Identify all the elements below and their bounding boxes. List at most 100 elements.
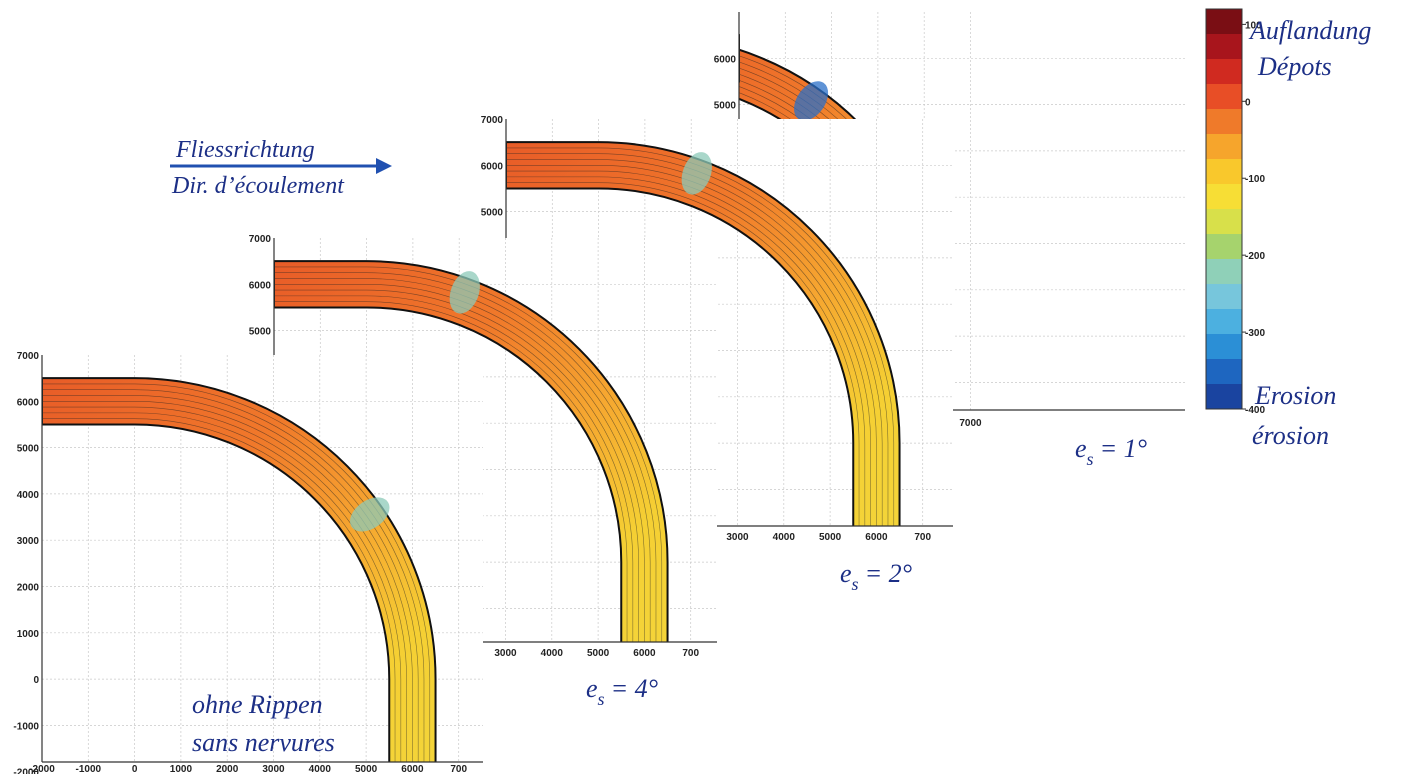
y-tick-label: 5000 (714, 101, 737, 112)
colorbar-segment (1206, 234, 1242, 260)
x-tick-label: 5000 (587, 648, 610, 659)
contour-line (506, 182, 860, 526)
x-tick-label: 0 (132, 764, 138, 774)
erosion-zone (449, 271, 480, 314)
contour-line (506, 153, 889, 526)
y-tick-label: 6000 (481, 161, 504, 172)
y-tick-label: 6000 (714, 54, 737, 65)
colorbar-bottom-label-fr: érosion (1252, 421, 1329, 450)
colorbar-segment (1206, 209, 1242, 235)
y-tick-label: 6000 (17, 397, 40, 408)
erosion-zone (793, 81, 829, 121)
x-tick-label: 2000 (216, 764, 239, 774)
contour-line (274, 289, 639, 642)
colorbar-segment (1206, 159, 1242, 185)
contour-line (506, 147, 895, 526)
x-tick-label: 700 (914, 532, 931, 543)
x-tick-label: 6000 (865, 532, 888, 543)
channel-field (506, 141, 901, 526)
panel-label-line: sans nervures (192, 728, 335, 757)
colorbar-tick-label: -100 (1245, 174, 1265, 185)
x-tick-label: 1000 (170, 764, 193, 774)
flow-label-fr: Dir. d’écoulement (171, 173, 345, 199)
x-tick-label: 7000 (959, 418, 982, 429)
colorbar-tick-label: -400 (1245, 405, 1265, 416)
y-tick-label: 0 (33, 675, 39, 686)
colorbar-tick-label: -300 (1245, 328, 1265, 339)
channel-field (42, 377, 437, 762)
x-tick-label: 6000 (401, 764, 424, 774)
contour-line (42, 383, 431, 762)
contour-line (42, 406, 407, 762)
colorbar-top-label-fr: Dépots (1257, 52, 1332, 81)
colorbar-segment (1206, 259, 1242, 285)
channel-field (274, 260, 669, 642)
x-tick-label: 3000 (262, 764, 285, 774)
colorbar-frame (1205, 8, 1243, 410)
colorbar-segment (1206, 309, 1242, 335)
flow-direction-label: Fliessrichtung Dir. d’écoulement (170, 137, 392, 199)
panel-label: es = 1° (1075, 434, 1147, 469)
y-tick-label: 3000 (17, 536, 40, 547)
erosion-zone (681, 152, 712, 195)
x-tick-label: 6000 (633, 648, 656, 659)
y-tick-label: -2000 (13, 768, 39, 774)
x-tick-label: 3000 (494, 648, 517, 659)
x-tick-label: 5000 (819, 532, 842, 543)
contour-line (42, 395, 419, 762)
y-tick-label: 7000 (481, 115, 504, 126)
contour-line (42, 401, 413, 762)
y-tick-label: 5000 (17, 444, 40, 455)
contour-line (274, 266, 663, 642)
colorbar-segment (1206, 34, 1242, 60)
contour-line (274, 284, 645, 642)
contour-line (274, 278, 651, 642)
y-tick-label: 2000 (17, 583, 40, 594)
colorbar-segment (1206, 109, 1242, 135)
y-tick-label: 4000 (17, 490, 40, 501)
panel-label: es = 2° (840, 559, 912, 594)
panel-label: es = 4° (586, 674, 658, 709)
colorbar-tick-label: 0 (1245, 97, 1251, 108)
y-tick-label: 5000 (249, 327, 272, 338)
flow-label-de: Fliessrichtung (175, 137, 315, 163)
y-tick-label: 7000 (17, 351, 40, 362)
x-tick-label: 4000 (541, 648, 564, 659)
x-tick-label: 3000 (726, 532, 749, 543)
y-tick-label: 1000 (17, 629, 40, 640)
grid (42, 355, 483, 762)
colorbar-segment (1206, 334, 1242, 360)
colorbar-segment (1206, 359, 1242, 385)
colorbar-segment (1206, 59, 1242, 85)
erosion-zone (350, 497, 390, 532)
contour-line (506, 165, 877, 526)
y-tick-label: 6000 (249, 280, 272, 291)
panel-label-line: ohne Rippen (192, 690, 323, 719)
y-tick-label: -1000 (13, 721, 39, 732)
contour-line (506, 159, 883, 526)
y-tick-label: 7000 (249, 234, 272, 245)
panel-4: -2000 -1000 0 1000 2000 3000 4000 5000 6000 700 70… (13, 351, 483, 774)
colorbar-segment (1206, 284, 1242, 310)
contour-line (42, 389, 425, 762)
colorbar-segment (1206, 134, 1242, 160)
x-tick-label: 5000 (355, 764, 378, 774)
x-tick-label: 4000 (773, 532, 796, 543)
x-tick-label: 700 (682, 648, 699, 659)
flow-arrow-icon (376, 158, 392, 174)
contour-line (274, 272, 657, 642)
x-tick-label: 4000 (309, 764, 332, 774)
colorbar: 100 0 -100 -200 -300 -400 (1205, 8, 1265, 416)
colorbar-segment (1206, 184, 1242, 210)
x-tick-label: -2000 (29, 764, 55, 774)
contour-line (506, 170, 871, 526)
contour-line (274, 295, 634, 642)
contour-line (42, 418, 396, 762)
contour-line (274, 301, 628, 642)
colorbar-segment (1206, 384, 1242, 410)
x-tick-label: -1000 (76, 764, 102, 774)
colorbar-top-label-de: Auflandung (1248, 16, 1371, 45)
colorbar-tick-label: 100 (1245, 20, 1262, 31)
y-tick-label: 5000 (481, 208, 504, 219)
